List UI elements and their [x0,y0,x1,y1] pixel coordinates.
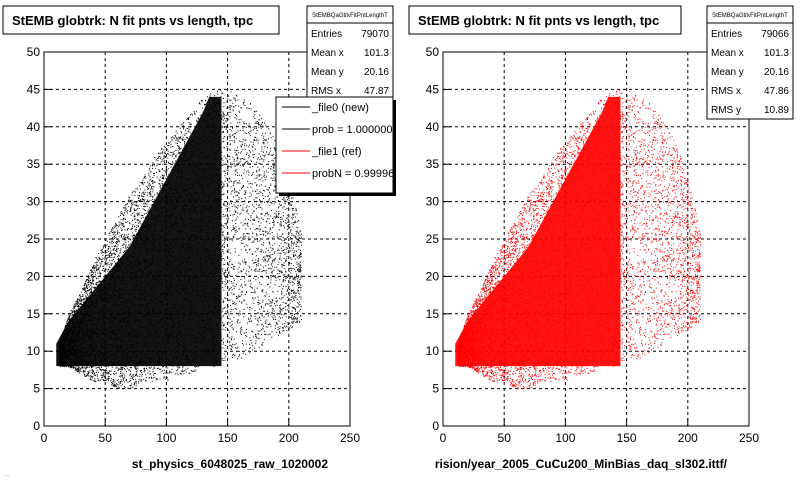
y-tick-label: 20 [426,269,440,283]
dense-region [56,96,222,367]
stats-value: 20.16 [764,67,789,78]
stats-value: 47.87 [364,86,389,97]
chart-title-box: StEMB globtrk: N fit pnts vs length, tpc [2,5,280,35]
stats-value: 47.86 [764,86,789,97]
x-tick-label: 100 [555,431,575,445]
x-tick-label: 250 [340,431,360,445]
footer-text: ... [4,471,10,478]
stats-box: StEMBQaGtrkFitPntLengthT Entries 79070 Mean… [306,5,394,99]
y-tick-label: 25 [426,232,440,246]
stats-value: 79070 [361,29,389,40]
y-tick-label: 5 [33,382,40,396]
y-tick-label: 40 [426,120,440,134]
stats-label: Entries [311,29,342,40]
y-tick-label: 0 [33,419,40,433]
stats-label: RMS x [311,86,341,97]
chart-title: StEMB globtrk: N fit pnts vs length, tpc [12,13,253,28]
y-tick-label: 10 [27,344,41,358]
y-tick-label: 15 [27,307,41,321]
stats-value: 79066 [761,29,789,40]
stats-label: RMS y [711,105,741,116]
stats-header: StEMBQaGtrkFitPntLengthT [312,13,388,19]
chart-panel-0: 0 50 100 150 200 250 0 5 10 15 20 25 30 35 40 45 50 st_ph… [2,5,396,471]
axes: 0 50 100 150 200 250 0 5 10 15 20 25 30 35 40 45 50 risio… [426,45,760,471]
stats-value: 101.3 [764,48,789,59]
dense-region [455,96,621,367]
stats-box: StEMBQaGtrkFitPntLengthT Entries 79066 Mean… [706,5,794,120]
y-tick-label: 10 [426,344,440,358]
x-tick-label: 50 [498,431,512,445]
x-tick-label: 150 [218,431,238,445]
x-tick-label: 200 [279,431,299,445]
stats-label: Entries [711,29,742,40]
y-tick-label: 5 [432,382,439,396]
stats-label: Mean y [711,67,744,78]
stats-label: Mean y [311,67,344,78]
y-tick-label: 40 [27,120,41,134]
legend-entry-label: probN = 0.99996 [312,168,394,180]
y-tick-label: 30 [27,195,41,209]
y-tick-label: 30 [426,195,440,209]
stats-label: Mean x [711,48,744,59]
y-tick-label: 25 [27,232,41,246]
y-tick-label: 45 [27,82,41,96]
x-tick-label: 250 [739,431,759,445]
stats-value: 20.16 [364,67,389,78]
stats-label: Mean x [311,48,344,59]
chart-title-box: StEMB globtrk: N fit pnts vs length, tpc [408,5,682,35]
y-tick-label: 35 [426,157,440,171]
x-axis-label: rision/year_2005_CuCu200_MinBias_daq_sl3… [435,457,728,471]
legend-entry-label: prob = 1.000000 [312,124,392,136]
chart-title: StEMB globtrk: N fit pnts vs length, tpc [418,13,659,28]
y-tick-label: 50 [27,45,41,59]
stats-value: 10.89 [764,105,789,116]
y-tick-label: 15 [426,307,440,321]
x-axis-label: st_physics_6048025_raw_1020002 [132,457,328,471]
scatter-series [56,90,303,390]
x-tick-label: 0 [41,431,48,445]
scatter-series [455,90,701,390]
x-tick-label: 100 [156,431,176,445]
stats-header: StEMBQaGtrkFitPntLengthT [712,13,788,19]
y-tick-label: 20 [27,269,41,283]
y-tick-label: 0 [432,419,439,433]
axes: 0 50 100 150 200 250 0 5 10 15 20 25 30 35 40 45 50 st_ph… [27,45,361,471]
stats-value: 101.3 [364,48,389,59]
y-tick-label: 45 [426,82,440,96]
stats-label: RMS x [711,86,741,97]
legend-entry-label: _file0 (new) [311,102,369,114]
x-tick-label: 0 [440,431,447,445]
legend: _file0 (new) prob = 1.000000 _file1 (ref) p… [275,96,396,196]
x-tick-label: 50 [99,431,113,445]
legend-entry-label: _file1 (ref) [311,146,362,158]
y-tick-label: 50 [426,45,440,59]
y-tick-label: 35 [27,157,41,171]
x-tick-label: 200 [678,431,698,445]
x-tick-label: 150 [617,431,637,445]
chart-panel-1: 0 50 100 150 200 250 0 5 10 15 20 25 30 35 40 45 50 risio… [408,5,794,471]
